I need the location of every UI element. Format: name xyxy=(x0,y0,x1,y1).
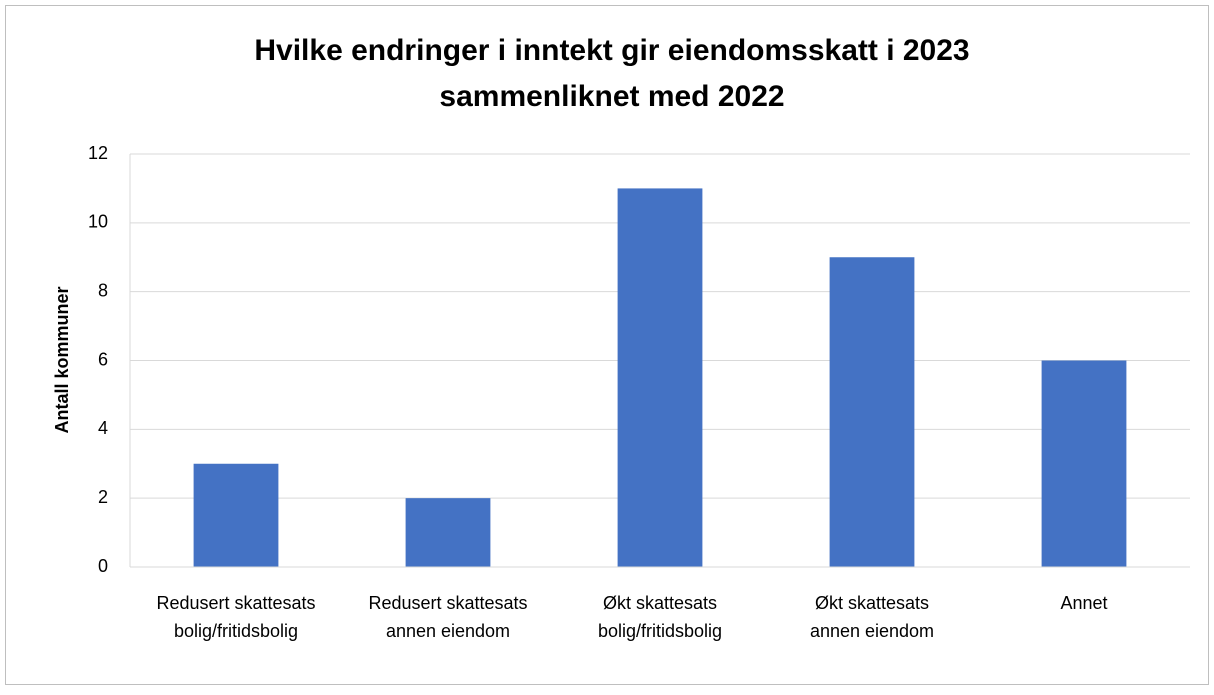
y-tick-label: 12 xyxy=(88,143,108,163)
x-tick-label: Økt skattesats annen eiendom xyxy=(810,593,934,641)
chart-title: Hvilke endringer i inntekt gir eiendomss… xyxy=(254,34,969,67)
bar xyxy=(829,257,915,567)
x-tick-label: Redusert skattesats bolig/fritidsbolig xyxy=(156,593,315,641)
bar xyxy=(617,188,703,567)
x-tick-label: Økt skattesats bolig/fritidsbolig xyxy=(598,593,722,641)
chart-title: sammenliknet med 2022 xyxy=(439,80,784,113)
bar xyxy=(193,463,279,567)
y-tick-label: 4 xyxy=(98,418,108,438)
x-tick-label: Annet xyxy=(1060,593,1107,613)
bar xyxy=(405,498,491,567)
y-tick-label: 8 xyxy=(98,280,108,300)
y-axis-label: Antall kommuner xyxy=(52,286,72,433)
y-tick-label: 2 xyxy=(98,487,108,507)
x-tick-label: Redusert skattesats annen eiendom xyxy=(368,593,527,641)
y-tick-label: 6 xyxy=(98,349,108,369)
chart-border xyxy=(5,5,1209,685)
y-tick-label: 10 xyxy=(88,212,108,232)
bar xyxy=(1041,360,1127,567)
y-tick-label: 0 xyxy=(98,556,108,576)
